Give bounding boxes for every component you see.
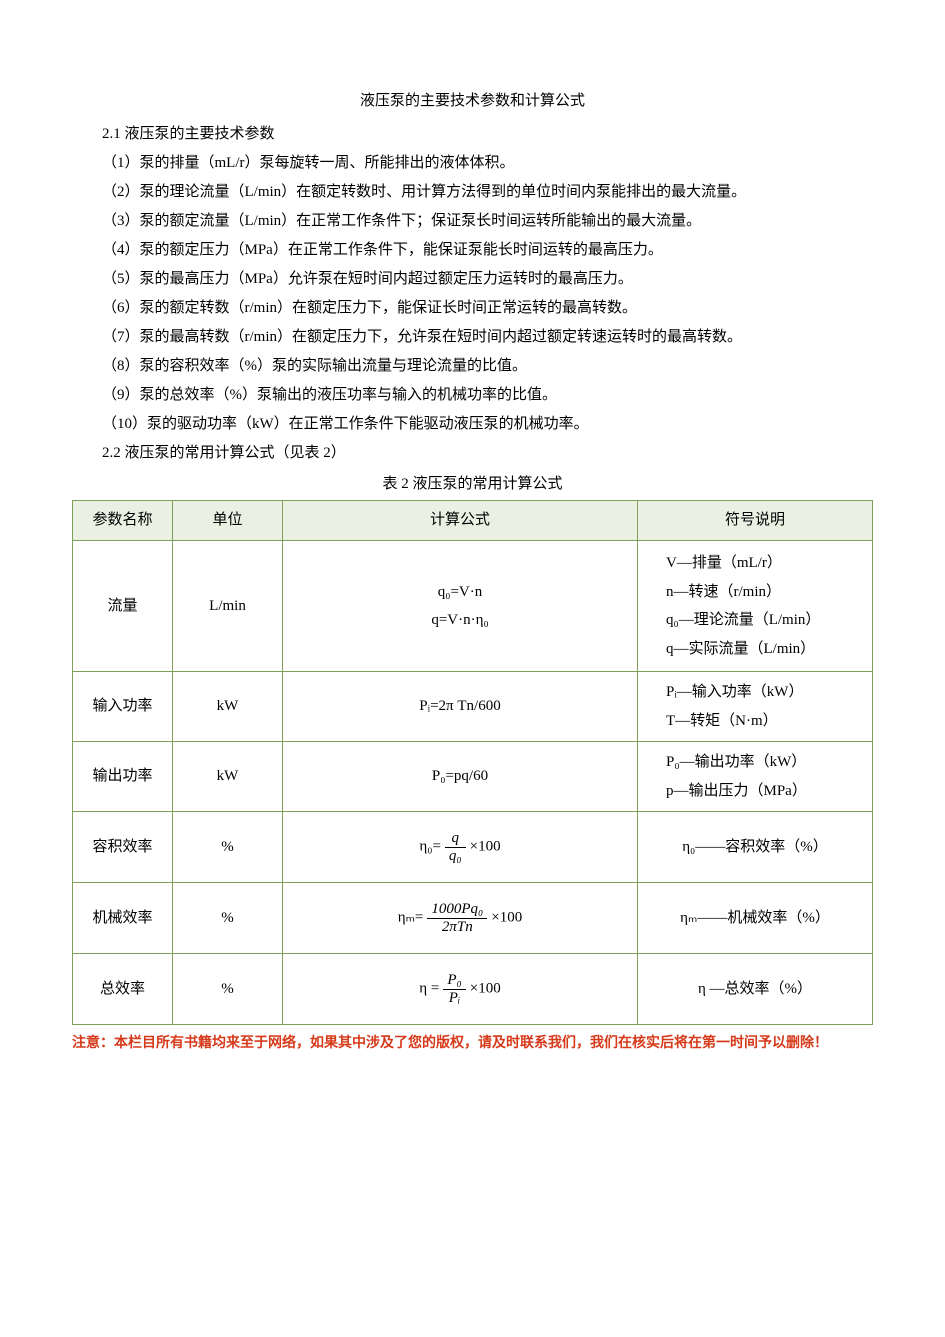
item-4: （4）泵的额定压力（MPa）在正常工作条件下，能保证泵能长时间运转的最高压力。: [72, 237, 873, 264]
section-2-2-heading: 2.2 液压泵的常用计算公式（见表 2）: [72, 440, 873, 467]
table-row: 输出功率 kW P₀=pq/60 P₀—输出功率（kW） p—输出压力（MPa）: [73, 742, 873, 812]
cell-name: 容积效率: [73, 812, 173, 883]
cell-desc: η₀——容积效率（%）: [638, 812, 873, 883]
item-8: （8）泵的容积效率（%）泵的实际输出流量与理论流量的比值。: [72, 353, 873, 380]
th-name: 参数名称: [73, 501, 173, 541]
formula-suffix: ×100: [491, 909, 522, 925]
desc-line: p—输出压力（MPa）: [666, 777, 864, 806]
fraction-den: 2πTn: [427, 919, 487, 936]
desc-line: T—转矩（N·m）: [666, 707, 864, 736]
copyright-note: 注意：本栏目所有书籍均来至于网络，如果其中涉及了您的版权，请及时联系我们，我们在…: [72, 1031, 873, 1056]
formula-prefix: η₀=: [419, 838, 441, 854]
th-unit: 单位: [173, 501, 283, 541]
cell-desc: η —总效率（%）: [638, 954, 873, 1025]
fraction: 1000Pq₀2πTn: [427, 901, 487, 935]
cell-formula: ηₘ=1000Pq₀2πTn×100: [283, 883, 638, 954]
table-header-row: 参数名称 单位 计算公式 符号说明: [73, 501, 873, 541]
formula-line: q₀=V·n: [431, 578, 488, 607]
table-row: 容积效率 % η₀=qq₀×100 η₀——容积效率（%）: [73, 812, 873, 883]
cell-name: 输出功率: [73, 742, 173, 812]
fraction: qq₀: [445, 830, 466, 864]
th-formula: 计算公式: [283, 501, 638, 541]
th-desc: 符号说明: [638, 501, 873, 541]
cell-formula: η =P₀Pᵢ ×100: [283, 954, 638, 1025]
cell-unit: %: [173, 954, 283, 1025]
fraction-den: Pᵢ: [443, 990, 465, 1007]
cell-desc: P₀—输出功率（kW） p—输出压力（MPa）: [638, 742, 873, 812]
fraction-num: q: [445, 830, 466, 848]
desc-line: n—转速（r/min）: [666, 578, 864, 607]
cell-name: 流量: [73, 541, 173, 672]
table-caption: 表 2 液压泵的常用计算公式: [72, 471, 873, 498]
cell-formula: η₀=qq₀×100: [283, 812, 638, 883]
item-1: （1）泵的排量（mL/r）泵每旋转一周、所能排出的液体体积。: [72, 150, 873, 177]
cell-formula: P₀=pq/60: [283, 742, 638, 812]
cell-name: 总效率: [73, 954, 173, 1025]
formula-table: 参数名称 单位 计算公式 符号说明 流量 L/min q₀=V·n q=V·n·…: [72, 500, 873, 1025]
cell-formula: q₀=V·n q=V·n·η₀: [283, 541, 638, 672]
formula-line: Pᵢ=2π Tn/600: [419, 698, 500, 714]
desc-line: Pᵢ—输入功率（kW）: [666, 678, 864, 707]
cell-name: 机械效率: [73, 883, 173, 954]
cell-unit: kW: [173, 672, 283, 742]
cell-unit: L/min: [173, 541, 283, 672]
formula-line: P₀=pq/60: [432, 768, 488, 784]
cell-unit: %: [173, 883, 283, 954]
formula-suffix: ×100: [470, 838, 501, 854]
table-row: 机械效率 % ηₘ=1000Pq₀2πTn×100 ηₘ——机械效率（%）: [73, 883, 873, 954]
item-10: （10）泵的驱动功率（kW）在正常工作条件下能驱动液压泵的机械功率。: [72, 411, 873, 438]
item-9: （9）泵的总效率（%）泵输出的液压功率与输入的机械功率的比值。: [72, 382, 873, 409]
formula-line: q=V·n·η₀: [431, 606, 488, 635]
cell-desc: ηₘ——机械效率（%）: [638, 883, 873, 954]
table-row: 流量 L/min q₀=V·n q=V·n·η₀ V—排量（mL/r） n—转速…: [73, 541, 873, 672]
cell-unit: kW: [173, 742, 283, 812]
fraction-num: P₀: [443, 972, 465, 990]
fraction-num: 1000Pq₀: [427, 901, 487, 919]
cell-name: 输入功率: [73, 672, 173, 742]
item-7: （7）泵的最高转数（r/min）在额定压力下，允许泵在短时间内超过额定转速运转时…: [72, 324, 873, 351]
desc-line: q—实际流量（L/min）: [666, 635, 864, 664]
formula-suffix: ×100: [470, 980, 501, 996]
section-2-1-heading: 2.1 液压泵的主要技术参数: [72, 121, 873, 148]
item-6: （6）泵的额定转数（r/min）在额定压力下，能保证长时间正常运转的最高转数。: [72, 295, 873, 322]
cell-formula: Pᵢ=2π Tn/600: [283, 672, 638, 742]
fraction-den: q₀: [445, 848, 466, 865]
desc-line: q₀—理论流量（L/min）: [666, 606, 864, 635]
cell-desc: Pᵢ—输入功率（kW） T—转矩（N·m）: [638, 672, 873, 742]
cell-unit: %: [173, 812, 283, 883]
item-3: （3）泵的额定流量（L/min）在正常工作条件下；保证泵长时间运转所能输出的最大…: [72, 208, 873, 235]
page-title: 液压泵的主要技术参数和计算公式: [72, 88, 873, 115]
desc-line: P₀—输出功率（kW）: [666, 748, 864, 777]
desc-line: V—排量（mL/r）: [666, 549, 864, 578]
table-row: 总效率 % η =P₀Pᵢ ×100 η —总效率（%）: [73, 954, 873, 1025]
formula-prefix: η =: [419, 980, 439, 996]
fraction: P₀Pᵢ: [443, 972, 465, 1006]
item-5: （5）泵的最高压力（MPa）允许泵在短时间内超过额定压力运转时的最高压力。: [72, 266, 873, 293]
cell-desc: V—排量（mL/r） n—转速（r/min） q₀—理论流量（L/min） q—…: [638, 541, 873, 672]
table-row: 输入功率 kW Pᵢ=2π Tn/600 Pᵢ—输入功率（kW） T—转矩（N·…: [73, 672, 873, 742]
item-2: （2）泵的理论流量（L/min）在额定转数时、用计算方法得到的单位时间内泵能排出…: [72, 179, 873, 206]
formula-prefix: ηₘ=: [398, 909, 424, 925]
